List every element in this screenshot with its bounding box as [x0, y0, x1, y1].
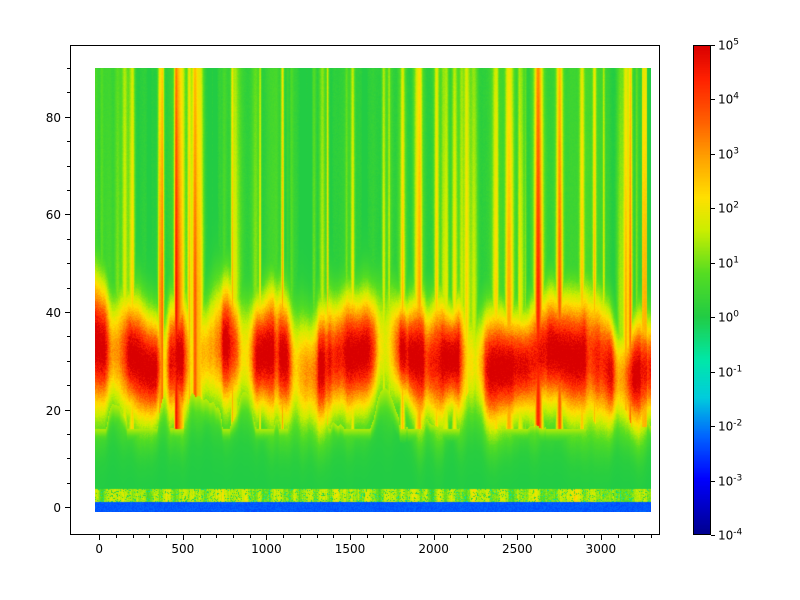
colorbar-tick-label: 10-4	[718, 527, 743, 543]
y-minor-tick	[67, 287, 70, 289]
colorbar-tick-label: 100	[718, 309, 740, 325]
x-minor-tick	[166, 535, 168, 538]
colorbar-tick	[711, 480, 715, 482]
colorbar-tick	[711, 371, 715, 373]
y-minor-tick	[67, 165, 70, 167]
y-minor-tick	[67, 238, 70, 240]
y-tick-label: 60	[45, 208, 61, 223]
x-minor-tick	[634, 535, 636, 538]
colorbar-tick-label: 105	[718, 37, 740, 53]
colorbar-tick	[711, 426, 715, 428]
x-minor-tick	[500, 535, 502, 538]
y-tick-label: 40	[45, 305, 61, 320]
colorbar-tick-label: 10-3	[718, 473, 743, 489]
x-major-tick	[350, 535, 351, 540]
x-minor-tick	[416, 535, 418, 538]
colorbar-tick	[711, 99, 715, 101]
x-minor-tick	[533, 535, 535, 538]
y-tick-label: 80	[45, 110, 61, 125]
y-minor-tick	[67, 385, 70, 387]
y-major-tick	[65, 507, 70, 509]
y-minor-tick	[67, 92, 70, 94]
x-major-tick	[517, 535, 519, 540]
y-minor-tick	[67, 263, 70, 265]
colorbar-tick-label: 103	[718, 146, 740, 162]
x-minor-tick	[115, 535, 117, 538]
x-tick-label: 0	[95, 542, 103, 556]
colorbar-tick	[711, 45, 715, 46]
y-minor-tick	[67, 68, 70, 69]
x-minor-tick	[467, 535, 469, 538]
colorbar-tick-label: 10-2	[718, 418, 743, 434]
x-minor-tick	[483, 535, 485, 538]
x-minor-tick	[216, 535, 218, 538]
x-tick-label: 500	[171, 542, 195, 556]
x-minor-tick	[232, 535, 234, 538]
y-major-tick	[65, 409, 70, 411]
x-minor-tick	[584, 535, 586, 538]
colorbar-tick-label: 101	[718, 255, 740, 271]
colorbar-tick	[711, 208, 715, 210]
colorbar-tick-label: 102	[718, 200, 740, 216]
y-minor-tick	[67, 360, 70, 362]
x-major-tick	[433, 535, 435, 540]
x-minor-tick	[651, 535, 652, 538]
x-tick-label: 2500	[501, 542, 533, 556]
x-minor-tick	[199, 535, 201, 538]
x-tick-label: 2000	[418, 542, 449, 556]
x-minor-tick	[249, 535, 251, 538]
colorbar-tick	[711, 317, 715, 319]
y-minor-tick	[67, 433, 70, 435]
x-minor-tick	[567, 535, 569, 538]
colorbar-tick-label: 104	[718, 91, 740, 107]
heatmap-canvas	[95, 68, 651, 512]
y-tick-label: 20	[45, 403, 61, 418]
x-minor-tick	[617, 535, 619, 538]
colorbar-tick	[711, 153, 715, 155]
y-minor-tick	[67, 458, 70, 460]
y-major-tick	[65, 214, 70, 216]
x-tick-label: 1000	[251, 542, 282, 556]
x-minor-tick	[383, 535, 385, 538]
x-tick-label: 3000	[585, 542, 617, 556]
x-major-tick	[182, 535, 184, 540]
x-major-tick	[99, 535, 101, 540]
colorbar-tick	[711, 535, 715, 536]
y-minor-tick	[67, 336, 70, 338]
colorbar-canvas	[694, 46, 710, 534]
y-minor-tick	[67, 141, 70, 143]
y-major-tick	[65, 311, 70, 313]
x-major-tick	[266, 535, 268, 540]
x-minor-tick	[283, 535, 285, 538]
x-minor-tick	[316, 535, 318, 538]
x-minor-tick	[299, 535, 301, 538]
x-minor-tick	[366, 535, 368, 538]
x-minor-tick	[132, 535, 134, 538]
x-major-tick	[600, 535, 602, 540]
y-tick-label: 0	[53, 501, 61, 516]
colorbar-tick-label: 10-1	[718, 364, 743, 380]
x-minor-tick	[450, 535, 452, 538]
y-minor-tick	[67, 189, 70, 191]
colorbar-frame	[693, 45, 711, 535]
y-minor-tick	[67, 482, 70, 484]
x-minor-tick	[400, 535, 402, 538]
x-minor-tick	[550, 535, 552, 538]
x-minor-tick	[149, 535, 151, 538]
y-major-tick	[65, 116, 70, 118]
colorbar-tick	[711, 262, 715, 264]
x-minor-tick	[333, 535, 335, 538]
x-tick-label: 1500	[334, 542, 366, 556]
